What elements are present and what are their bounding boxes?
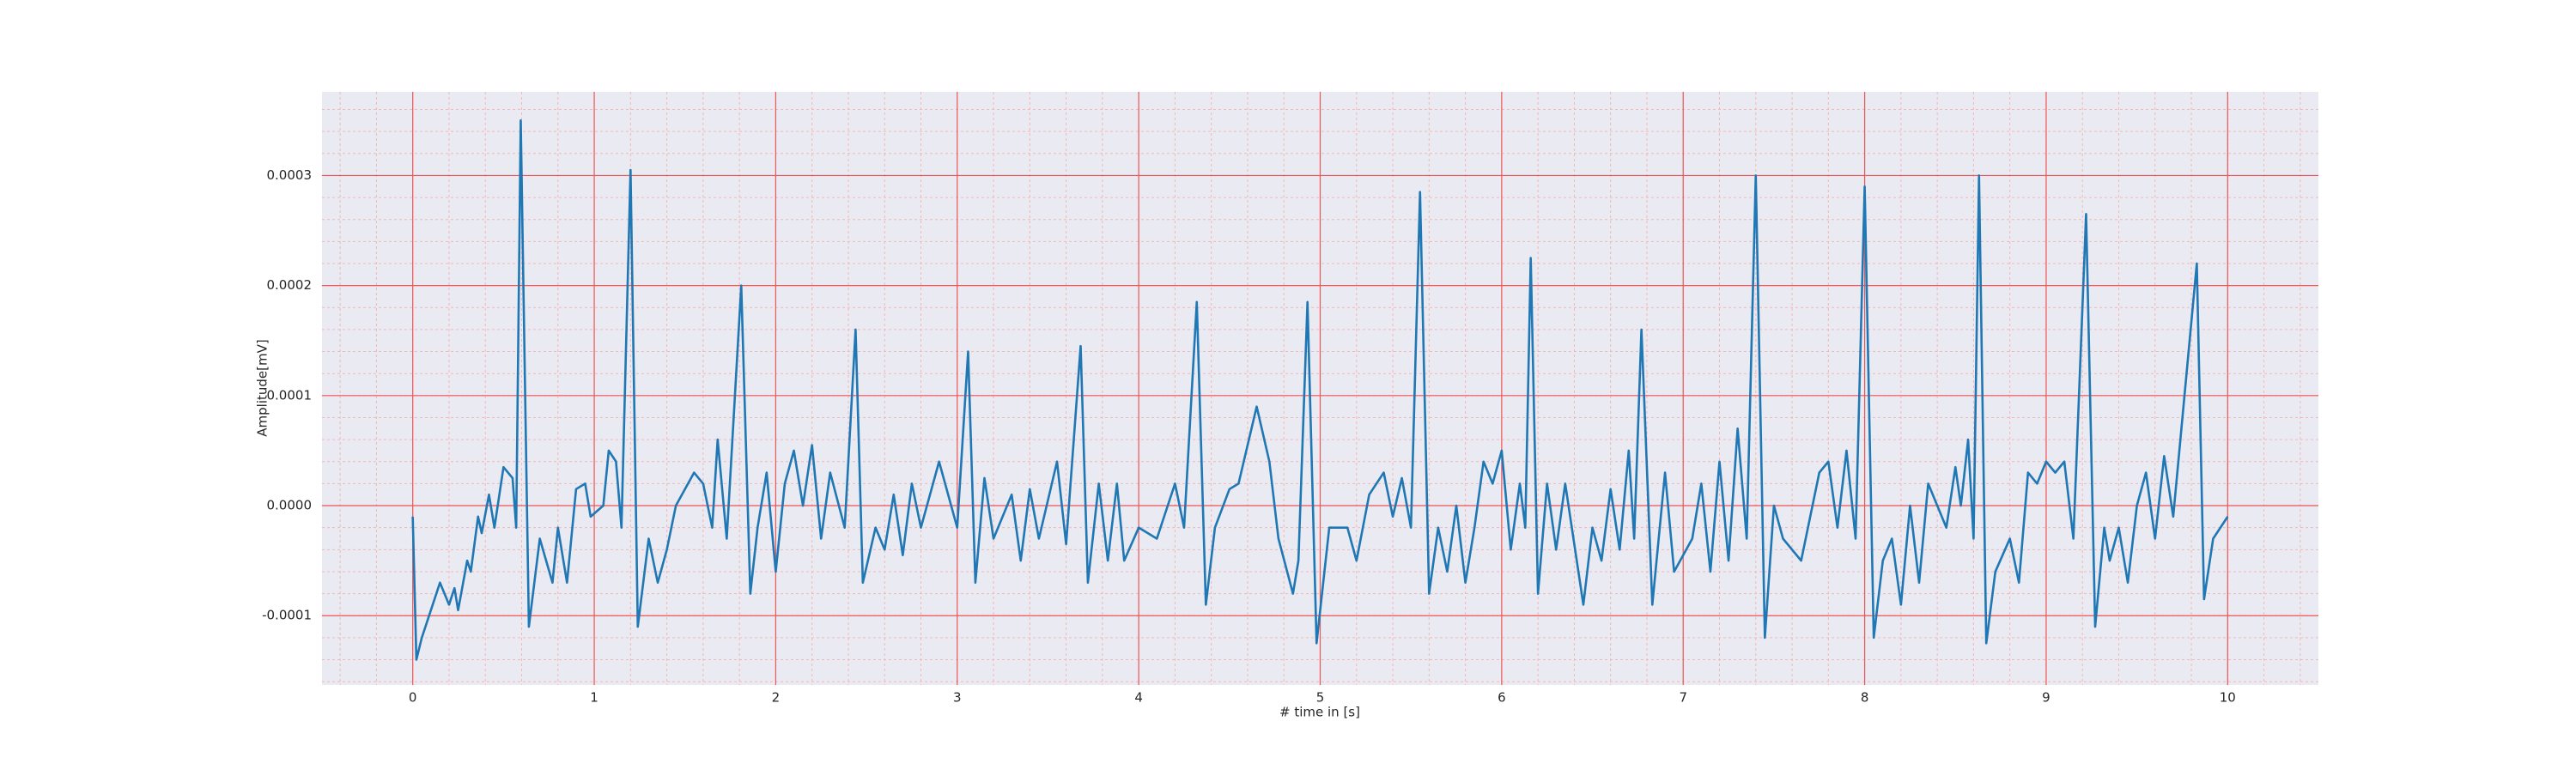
x-tick-label: 2	[772, 690, 781, 706]
y-tick-label: -0.0001	[262, 608, 312, 623]
y-tick-label: 0.0002	[267, 277, 313, 293]
y-tick-label: 0.0001	[267, 387, 313, 403]
lines	[411, 119, 2229, 661]
grid	[322, 92, 2318, 685]
x-axis-label: # time in [s]	[1279, 705, 1360, 720]
y-tick-label: 0.0003	[267, 167, 313, 183]
y-tick-label: 0.0000	[267, 498, 313, 513]
x-tick-label: 4	[1134, 690, 1143, 706]
x-tick-label: 3	[953, 690, 962, 706]
x-tick-label: 5	[1316, 690, 1325, 706]
x-tick-label: 6	[1498, 690, 1506, 706]
x-tick-label: 0	[409, 690, 417, 706]
signal-line	[411, 119, 2229, 661]
x-tick-label: 10	[2220, 690, 2236, 706]
x-tick-label: 8	[1861, 690, 1869, 706]
x-tick-label: 9	[2042, 690, 2050, 706]
y-axis-label: Amplitude[mV]	[255, 339, 270, 436]
x-tick-label: 1	[590, 690, 598, 706]
x-tick-label: 7	[1679, 690, 1687, 706]
